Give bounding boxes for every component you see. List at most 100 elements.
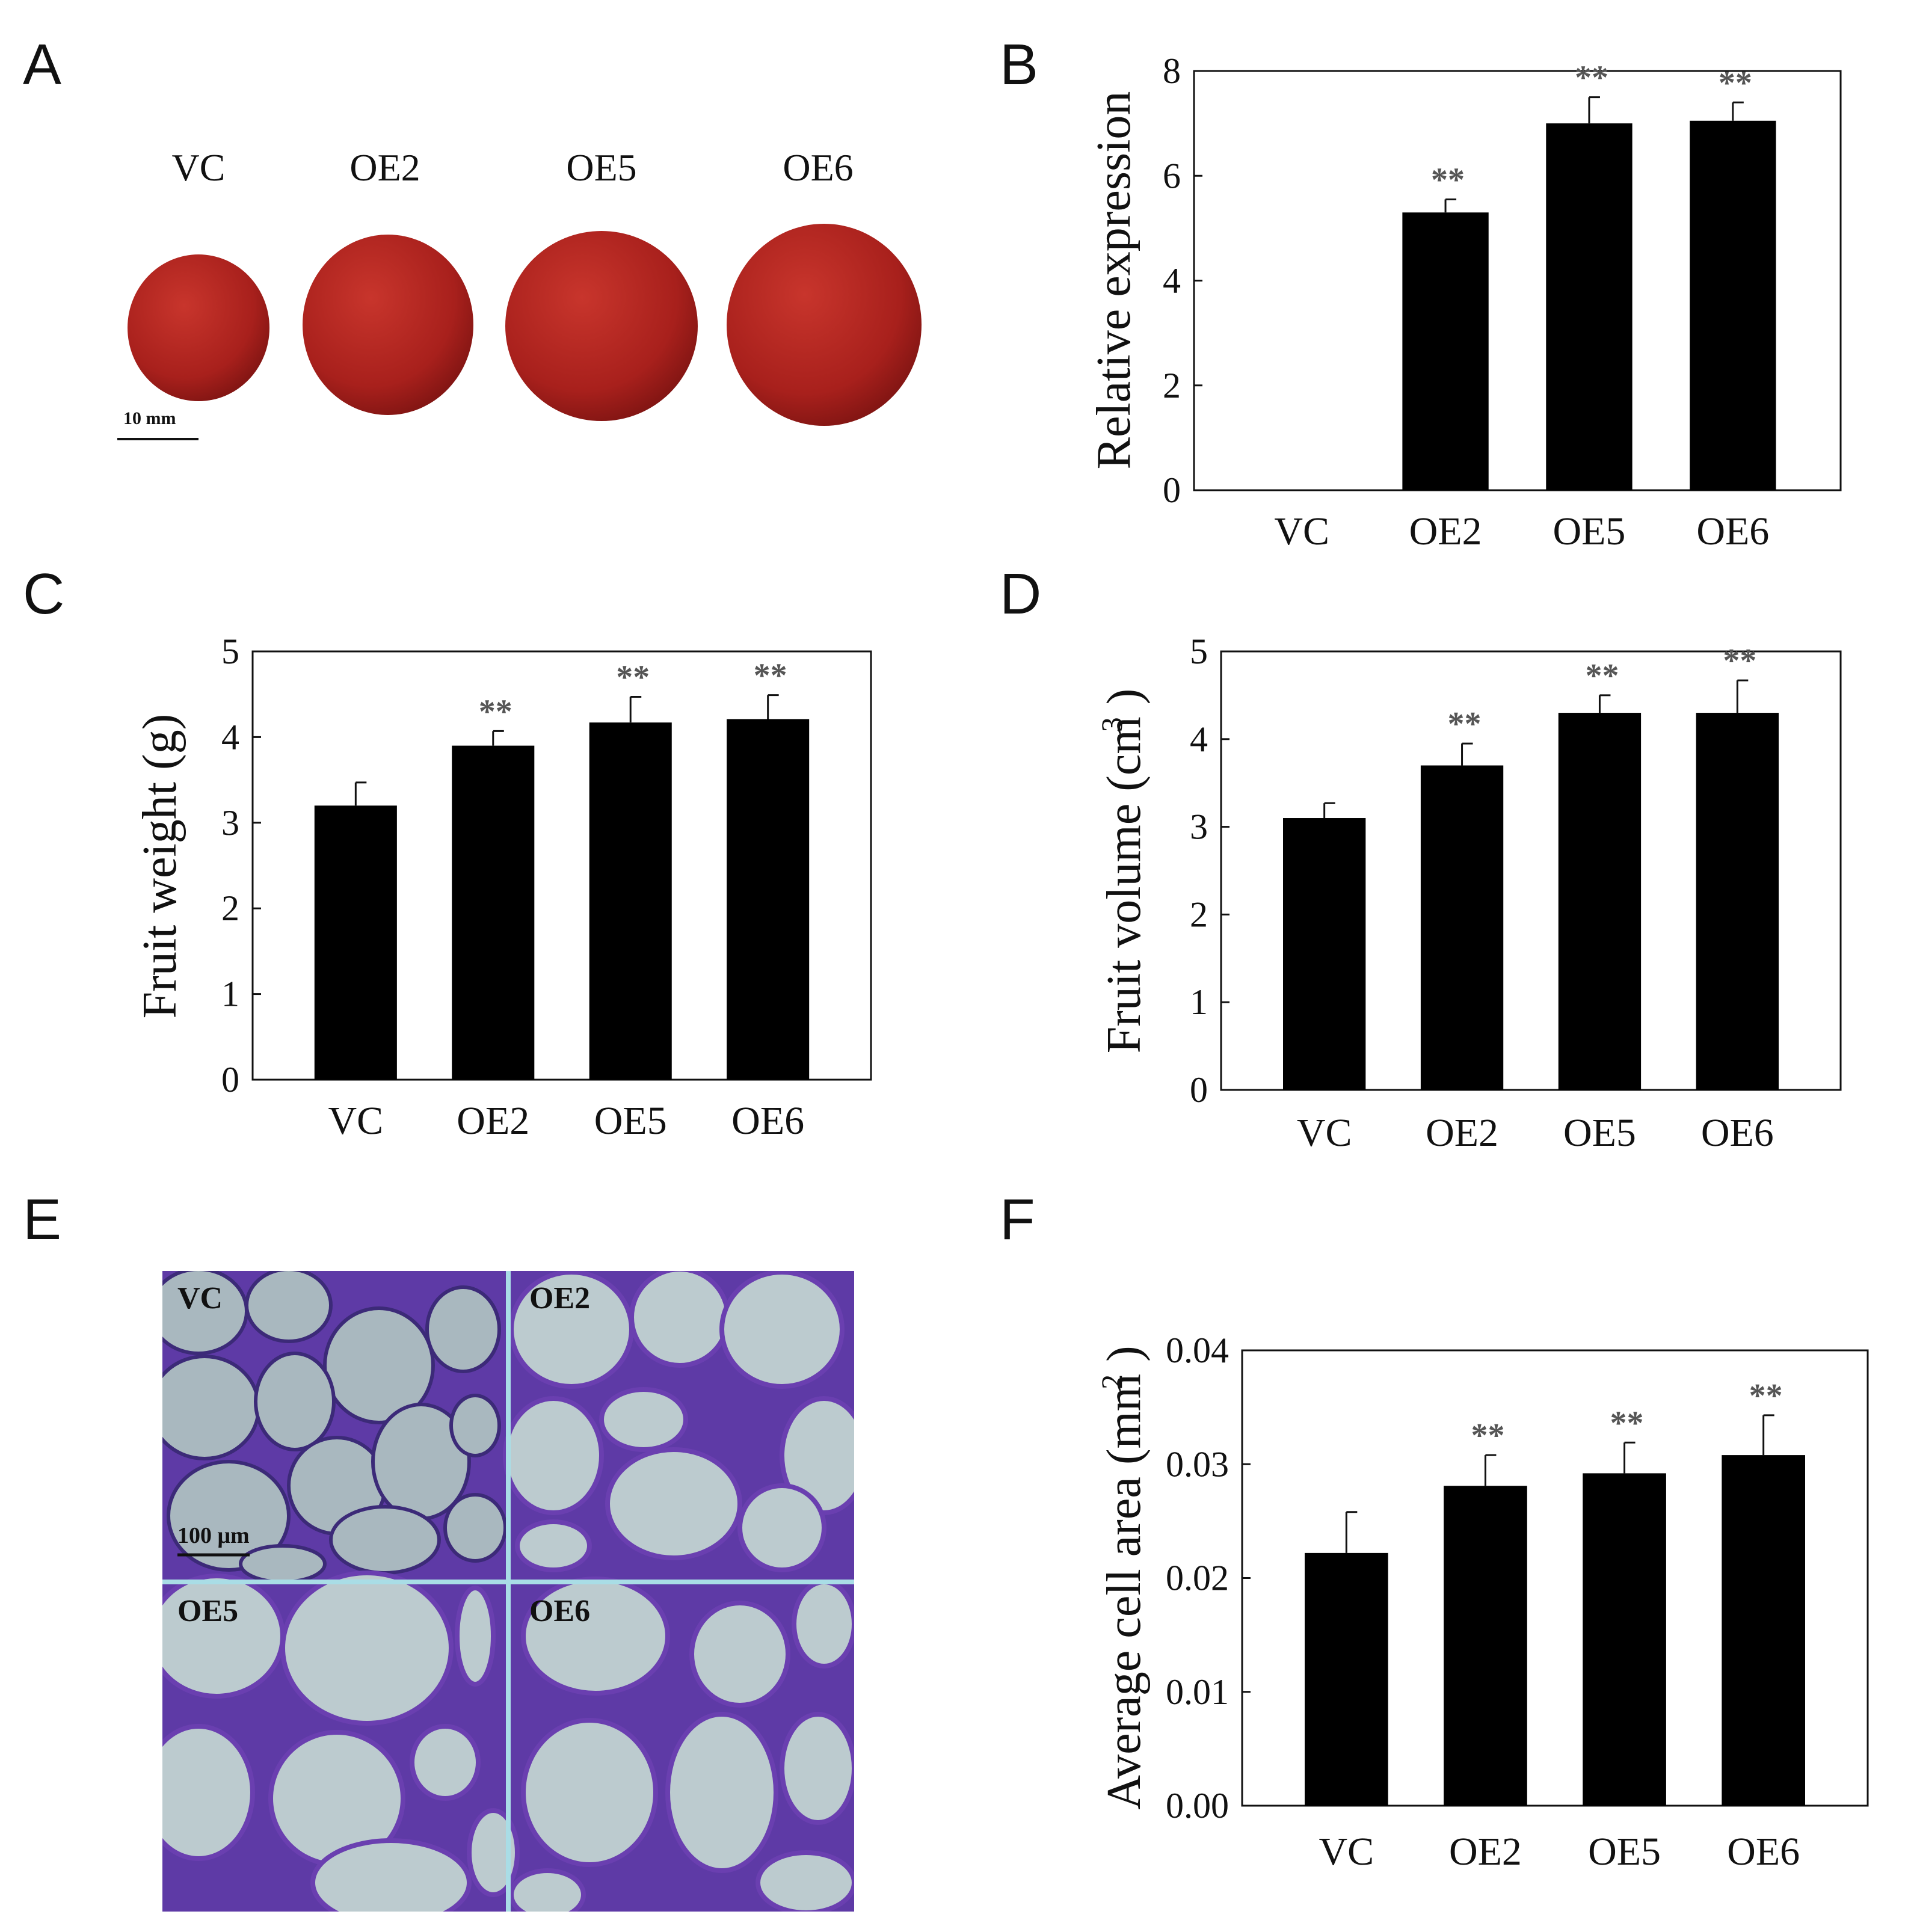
significance-label: ** — [1610, 1404, 1644, 1442]
y-tick-label: 0.04 — [1166, 1331, 1229, 1370]
y-axis-label: Fruit volume (cm ) — [1098, 689, 1151, 1054]
micrograph: VC OE2 OE5 OE6 100 μm — [162, 1271, 854, 1912]
cell — [467, 1808, 520, 1897]
y-axis-label-superscript: 3 — [1095, 717, 1128, 732]
fruit-oe2 — [303, 235, 473, 415]
chart-fruit-weight: 0 1 2 3 4 5 VC ** OE2 ** OE5 ** OE6 Fruit weight (g) — [134, 632, 872, 1143]
fruit-scale-label: 10 mm — [123, 408, 176, 428]
cell — [737, 1483, 826, 1572]
y-tick-label: 6 — [1163, 156, 1181, 195]
micrograph-label-oe5: OE5 — [177, 1594, 238, 1628]
cell — [719, 1271, 845, 1389]
y-tick-label: 0.00 — [1166, 1786, 1229, 1826]
bar — [1558, 713, 1642, 1090]
significance-label: ** — [1448, 706, 1482, 743]
y-tick-label: 4 — [1190, 719, 1208, 759]
category-label: VC — [1319, 1830, 1374, 1874]
micrograph-label-vc: VC — [177, 1281, 223, 1315]
bar — [1444, 1486, 1527, 1806]
fruit-vc — [128, 254, 269, 401]
significance-label: ** — [1749, 1377, 1783, 1415]
y-tick-label: 0.02 — [1166, 1558, 1229, 1598]
y-tick-label: 1 — [1190, 982, 1208, 1022]
significance-label: ** — [1585, 657, 1619, 695]
plot-frame — [251, 650, 872, 1081]
category-label: OE2 — [1426, 1111, 1498, 1155]
cell — [780, 1712, 854, 1825]
panel-letter-a: A — [23, 32, 61, 97]
significance-label: ** — [1723, 642, 1756, 680]
cell — [310, 1838, 472, 1912]
category-label: OE5 — [1553, 509, 1625, 553]
cell — [449, 1394, 501, 1457]
category-label: VC — [1297, 1111, 1352, 1155]
panel-letter-d: D — [1000, 562, 1041, 626]
cell — [443, 1493, 507, 1563]
plot-frame — [1220, 650, 1842, 1091]
category-label: OE5 — [1563, 1111, 1636, 1155]
micrograph-label-oe2: OE2 — [529, 1281, 590, 1315]
panel-letter-e: E — [23, 1187, 61, 1252]
y-tick-label: 0 — [1163, 470, 1181, 510]
chart-fruit-volume: 0 1 2 3 4 5 VC ** OE2 ** OE5 ** OE6 Fruit volume (cm … — [1095, 632, 1842, 1155]
chart-relative-expression: 0 2 4 6 8 VC ** OE2 ** OE5 ** OE6 Relative expressio… — [1088, 51, 1842, 553]
significance-label: ** — [1431, 161, 1465, 198]
bar — [1402, 212, 1489, 490]
category-label: OE6 — [1701, 1111, 1774, 1155]
category-label: OE6 — [1696, 509, 1769, 553]
panel-letter-c: C — [23, 562, 64, 626]
cell — [162, 1724, 255, 1861]
bar — [1583, 1473, 1666, 1806]
cell — [605, 1447, 742, 1560]
fruit-label-oe5: OE5 — [566, 146, 636, 189]
cell — [239, 1544, 327, 1584]
y-tick-label: 0.03 — [1166, 1444, 1229, 1484]
bar — [1420, 765, 1504, 1090]
panel-letter-f: F — [1000, 1187, 1035, 1252]
y-tick-label: 0.01 — [1166, 1672, 1229, 1712]
y-tick-label: 3 — [221, 803, 239, 843]
fruit-label-vc: VC — [172, 146, 226, 189]
fruit-label-oe2: OE2 — [349, 146, 420, 189]
y-tick-label: 0 — [1190, 1070, 1208, 1110]
cell — [689, 1601, 790, 1708]
y-tick-label: 5 — [221, 632, 239, 671]
category-label: OE6 — [731, 1099, 804, 1143]
category-label: OE6 — [1727, 1830, 1800, 1874]
y-axis-label: Relative expression — [1088, 91, 1140, 470]
cell — [521, 1577, 670, 1696]
fruit-oe6 — [727, 224, 922, 426]
cell — [599, 1387, 688, 1452]
y-tick-label: 8 — [1163, 51, 1181, 91]
y-tick-label: 4 — [221, 717, 239, 757]
significance-label: ** — [1471, 1417, 1504, 1454]
cell — [780, 1396, 854, 1515]
y-tick-label: 4 — [1163, 261, 1181, 301]
category-label: OE5 — [594, 1099, 667, 1143]
cell — [167, 1460, 291, 1572]
cell — [323, 1306, 435, 1424]
fruit-label-oe6: OE6 — [783, 146, 853, 189]
cell — [665, 1712, 778, 1873]
cell — [245, 1271, 333, 1343]
cell — [756, 1850, 854, 1912]
bar — [589, 722, 672, 1080]
bar — [1305, 1552, 1388, 1806]
bar — [1696, 713, 1779, 1090]
cell — [629, 1271, 730, 1368]
cell — [254, 1352, 336, 1451]
significance-label: ** — [754, 657, 787, 695]
significance-label: ** — [616, 659, 650, 696]
chart-average-cell-area: 0.00 0.01 0.02 0.03 0.04 VC ** OE2 ** OE5 ** OE6 Ave… — [1095, 1331, 1869, 1874]
category-label: OE2 — [457, 1099, 529, 1143]
y-axis-label: Fruit weight (g) — [134, 714, 186, 1019]
category-label: OE2 — [1449, 1830, 1522, 1874]
cell — [521, 1718, 658, 1867]
category-label: OE2 — [1409, 509, 1482, 553]
micrograph-label-oe6: OE6 — [529, 1594, 590, 1628]
fruit-oe5 — [505, 231, 698, 421]
y-tick-label: 2 — [221, 888, 239, 928]
bar — [1283, 818, 1366, 1090]
